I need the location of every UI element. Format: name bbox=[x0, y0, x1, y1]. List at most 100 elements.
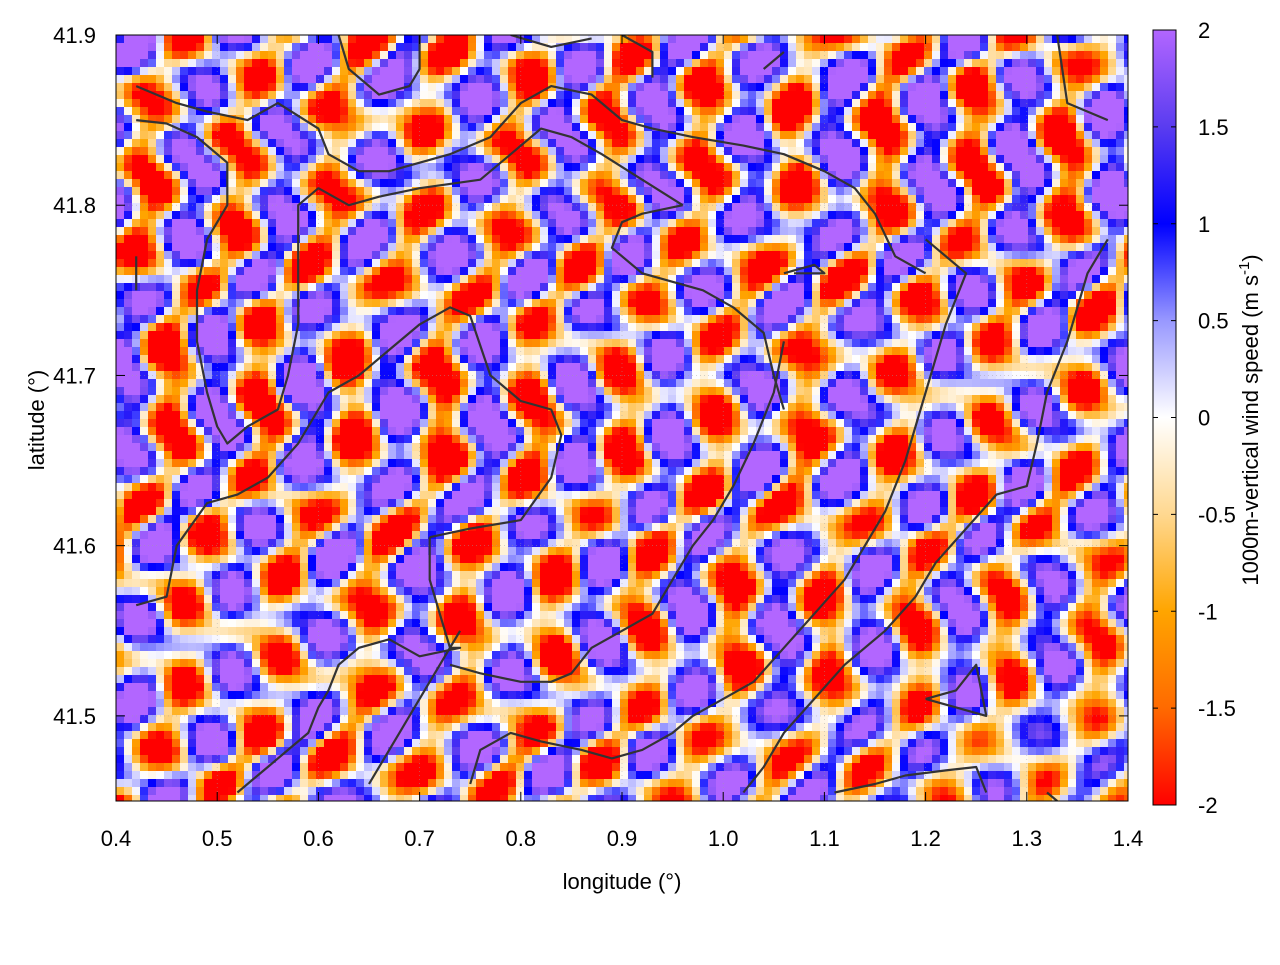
heatmap-cell bbox=[204, 331, 212, 339]
heatmap-cell bbox=[964, 243, 972, 251]
heatmap-cell bbox=[156, 203, 164, 211]
heatmap-cell bbox=[980, 179, 988, 187]
heatmap-cell bbox=[332, 203, 340, 211]
heatmap-cell bbox=[1028, 307, 1036, 315]
heatmap-cell bbox=[604, 115, 612, 123]
heatmap-cell bbox=[524, 307, 532, 315]
heatmap-cell bbox=[252, 43, 260, 51]
heatmap-cell bbox=[228, 59, 236, 67]
heatmap-cell bbox=[956, 91, 964, 99]
heatmap-cell bbox=[132, 75, 140, 83]
heatmap-cell bbox=[708, 259, 716, 267]
heatmap-cell bbox=[324, 227, 332, 235]
heatmap-cell bbox=[340, 99, 348, 107]
heatmap-cell bbox=[700, 243, 708, 251]
heatmap-cell bbox=[1108, 275, 1116, 283]
heatmap-cell bbox=[852, 35, 860, 43]
heatmap-cell bbox=[132, 203, 140, 211]
heatmap-cell bbox=[1092, 251, 1100, 259]
heatmap-cell bbox=[204, 91, 212, 99]
heatmap-cell bbox=[1116, 315, 1124, 323]
heatmap-cell bbox=[828, 275, 836, 283]
heatmap-cell bbox=[644, 331, 652, 339]
heatmap-cell bbox=[580, 179, 588, 187]
heatmap-cell bbox=[388, 115, 396, 123]
heatmap-cell bbox=[356, 131, 364, 139]
heatmap-cell bbox=[172, 331, 180, 339]
heatmap-cell bbox=[820, 307, 828, 315]
heatmap-cell bbox=[748, 235, 756, 243]
heatmap-cell bbox=[316, 99, 324, 107]
heatmap-cell bbox=[612, 299, 620, 307]
heatmap-cell bbox=[924, 267, 932, 275]
heatmap-cell bbox=[868, 139, 876, 147]
heatmap-cell bbox=[492, 179, 500, 187]
heatmap-cell bbox=[308, 99, 316, 107]
heatmap-cell bbox=[324, 131, 332, 139]
heatmap-cell bbox=[900, 107, 908, 115]
heatmap-cell bbox=[420, 339, 428, 347]
heatmap-cell bbox=[444, 275, 452, 283]
heatmap-cell bbox=[972, 227, 980, 235]
heatmap-cell bbox=[412, 171, 420, 179]
heatmap-cell bbox=[460, 307, 468, 315]
heatmap-cell bbox=[140, 91, 148, 99]
heatmap-cell bbox=[828, 35, 836, 43]
heatmap-cell bbox=[756, 219, 764, 227]
heatmap-cell bbox=[388, 123, 396, 131]
heatmap-cell bbox=[260, 323, 268, 331]
heatmap-cell bbox=[364, 339, 372, 347]
heatmap-cell bbox=[780, 267, 788, 275]
heatmap-cell bbox=[540, 227, 548, 235]
heatmap-cell bbox=[132, 235, 140, 243]
heatmap-cell bbox=[428, 283, 436, 291]
heatmap-cell bbox=[572, 259, 580, 267]
heatmap-cell bbox=[1076, 147, 1084, 155]
heatmap-cell bbox=[972, 203, 980, 211]
heatmap-cell bbox=[1044, 203, 1052, 211]
heatmap-cell bbox=[820, 211, 828, 219]
heatmap-cell bbox=[508, 219, 516, 227]
heatmap-cell bbox=[428, 163, 436, 171]
heatmap-cell bbox=[564, 331, 572, 339]
heatmap-cell bbox=[412, 347, 420, 355]
heatmap-cell bbox=[692, 59, 700, 67]
heatmap-cell bbox=[252, 147, 260, 155]
heatmap-cell bbox=[852, 339, 860, 347]
heatmap-cell bbox=[316, 347, 324, 355]
heatmap-cell bbox=[628, 139, 636, 147]
heatmap-cell bbox=[116, 299, 124, 307]
heatmap-cell bbox=[612, 163, 620, 171]
heatmap-cell bbox=[300, 315, 308, 323]
heatmap-cell bbox=[156, 123, 164, 131]
heatmap-cell bbox=[684, 211, 692, 219]
heatmap-cell bbox=[812, 299, 820, 307]
heatmap-cell bbox=[348, 91, 356, 99]
heatmap-cell bbox=[684, 251, 692, 259]
heatmap-cell bbox=[1084, 139, 1092, 147]
heatmap-cell bbox=[428, 299, 436, 307]
heatmap-cell bbox=[1076, 179, 1084, 187]
heatmap-cell bbox=[868, 67, 876, 75]
heatmap-cell bbox=[964, 187, 972, 195]
heatmap-cell bbox=[932, 331, 940, 339]
heatmap-cell bbox=[740, 227, 748, 235]
heatmap-cell bbox=[1124, 323, 1128, 331]
heatmap-cell bbox=[692, 315, 700, 323]
heatmap-cell bbox=[948, 59, 956, 67]
heatmap-cell bbox=[156, 179, 164, 187]
heatmap-cell bbox=[1028, 139, 1036, 147]
heatmap-cell bbox=[892, 99, 900, 107]
heatmap-cell bbox=[684, 315, 692, 323]
heatmap-cell bbox=[836, 307, 844, 315]
heatmap-cell bbox=[900, 59, 908, 67]
heatmap-cell bbox=[844, 211, 852, 219]
heatmap-cell bbox=[244, 67, 252, 75]
heatmap-cell bbox=[284, 259, 292, 267]
heatmap-cell bbox=[940, 115, 948, 123]
heatmap-cell bbox=[444, 307, 452, 315]
heatmap-cell bbox=[1004, 259, 1012, 267]
heatmap-cell bbox=[964, 83, 972, 91]
heatmap-cell bbox=[1028, 35, 1036, 43]
heatmap-cell bbox=[164, 211, 172, 219]
